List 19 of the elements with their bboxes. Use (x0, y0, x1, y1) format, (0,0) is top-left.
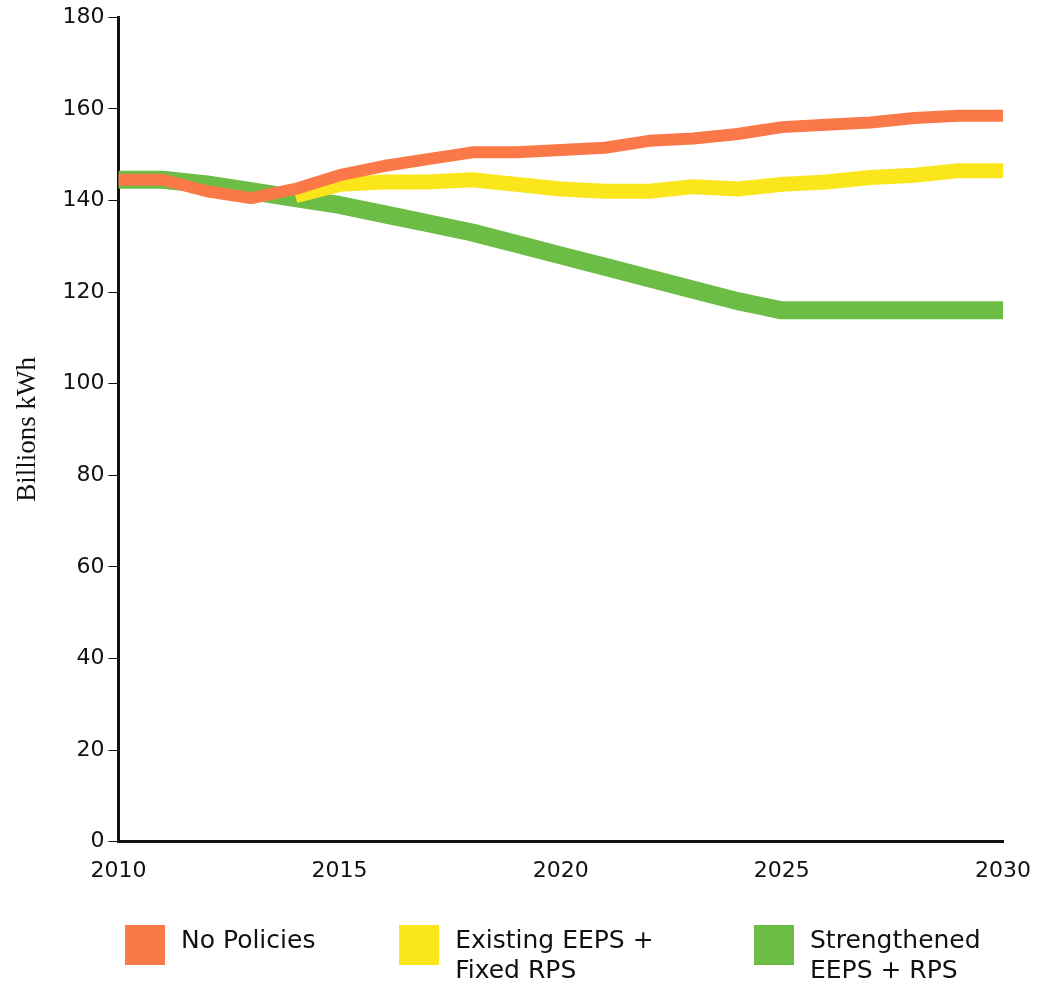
legend-label: Strengthened EEPS + RPS (809, 925, 982, 985)
y-tick-label: 60 (76, 552, 105, 578)
y-tick-label: 100 (62, 369, 105, 395)
x-tick-label: 2025 (753, 856, 810, 882)
x-tick-label: 2015 (311, 856, 368, 882)
y-tick-label: 0 (90, 827, 105, 853)
y-axis-title: Billions kWh (11, 356, 42, 502)
x-tick-label: 2030 (975, 856, 1031, 882)
legend-label: Existing EEPS + Fixed RPS (455, 925, 655, 985)
y-tick-label: 140 (62, 186, 105, 212)
y-tick-label: 80 (76, 460, 105, 486)
legend-label: No Policies (181, 925, 316, 955)
y-tick-label: 160 (62, 94, 105, 120)
y-tick-label: 40 (76, 644, 105, 670)
x-tick-label: 2020 (532, 856, 589, 882)
y-tick-label: 180 (62, 2, 105, 28)
x-tick-label: 2010 (90, 856, 147, 882)
y-tick-label: 120 (62, 277, 105, 303)
y-tick-label: 20 (76, 735, 105, 761)
